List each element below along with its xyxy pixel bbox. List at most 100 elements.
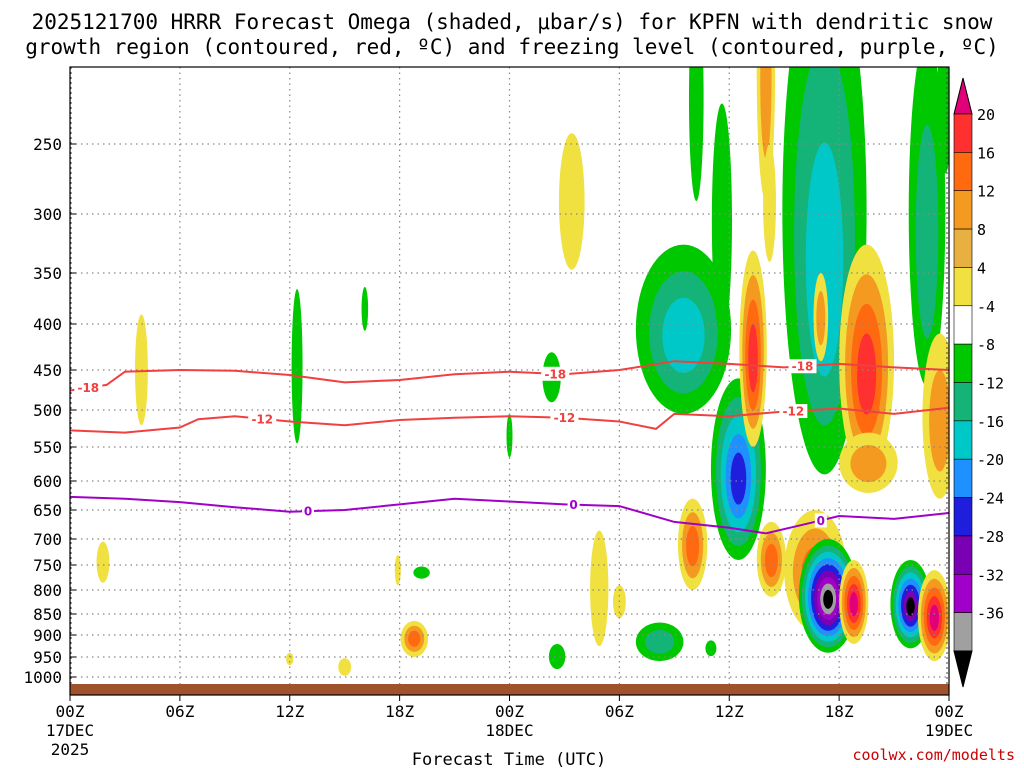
contour-label-t_minus12: -12 (783, 405, 805, 419)
omega-level-4 (929, 604, 940, 631)
omega-level-2 (662, 297, 705, 373)
omega-feature-36 (922, 333, 949, 499)
omega-level-1 (929, 369, 949, 472)
colorbar-swatch-12 (953, 535, 973, 575)
omega-level-0 (394, 554, 401, 586)
x-tick-year-0: 2025 (51, 740, 90, 759)
omega-feature-1 (96, 541, 110, 583)
contour-label-bg (567, 497, 580, 512)
contour-label-t_minus12: -12 (554, 411, 576, 425)
omega-level-0 (705, 640, 717, 657)
omega-feature-4 (286, 652, 294, 666)
omega-level-1 (816, 291, 826, 346)
omega-feature-32 (839, 559, 869, 644)
colorbar-swatch-13 (953, 573, 973, 613)
x-tick-label-6: 12Z (715, 702, 744, 721)
colorbar-label-12: -32 (977, 566, 1004, 584)
y-tick-label-900: 900 (33, 626, 62, 645)
omega-level-0 (413, 566, 430, 579)
omega-feature-0 (135, 314, 148, 426)
omega-level-3 (748, 323, 758, 393)
x-tick-label-3: 18Z (385, 702, 414, 721)
colorbar-swatch-14 (953, 612, 973, 652)
colorbar-swatch-8 (953, 382, 973, 422)
contour-t_minus18: -18 -18 -18 (70, 359, 949, 395)
contour-label-t_zero: 0 (569, 498, 577, 512)
colorbar-label-1: 16 (977, 144, 995, 162)
contour-label-t_minus18: -18 (792, 360, 814, 374)
contour-label-bg (302, 504, 315, 519)
contour-label-bg (788, 359, 817, 374)
x-tick-date-4: 18DEC (485, 721, 533, 740)
omega-feature-11 (558, 133, 585, 270)
contour-label-t_minus18: -18 (544, 367, 566, 381)
contour-label-t_minus12: -12 (251, 412, 273, 426)
y-tick-label-800: 800 (33, 581, 62, 600)
omega-feature-6 (400, 620, 429, 657)
x-tick-label-2: 12Z (275, 702, 304, 721)
contour-label-t_minus18: -18 (77, 381, 99, 395)
colorbar-swatch-2 (953, 152, 973, 192)
omega-feature-34 (908, 67, 946, 387)
contour-label-bg (550, 410, 579, 425)
omega-level-0 (711, 103, 732, 339)
omega-level-2 (764, 543, 778, 578)
omega-level-0 (286, 652, 294, 666)
y-tick-label-950: 950 (33, 648, 62, 667)
colorbar-top-triangle (953, 77, 973, 115)
x-axis-label: Forecast Time (UTC) (412, 750, 606, 768)
omega-feature-27 (813, 273, 829, 362)
omega-level-4 (730, 452, 747, 505)
colorbar-label-13: -36 (977, 605, 1004, 623)
chart-title-line2: growth region (contoured, red, ºC) and f… (25, 35, 999, 59)
colorbar-label-10: -24 (977, 490, 1004, 508)
omega-level-3 (857, 333, 877, 415)
colorbar-label-2: 12 (977, 183, 995, 201)
omega-shading (96, 67, 949, 676)
y-tick-label-450: 450 (33, 361, 62, 380)
colorbar-label-7: -12 (977, 375, 1004, 393)
y-axis-pressure: 250 300 350 400 450 500 550 600 650 700 750 800 850 9… (23, 135, 76, 687)
omega-feature-22 (739, 250, 767, 447)
y-tick-label-1000: 1000 (23, 668, 62, 687)
omega-feature-35 (917, 570, 949, 662)
omega-level-2 (686, 525, 700, 567)
colorbar-swatch-6 (953, 305, 973, 345)
omega-feature-7 (413, 566, 430, 579)
omega-level-2 (408, 630, 421, 647)
colorbar-swatch-9 (953, 420, 973, 460)
y-tick-label-600: 600 (33, 472, 62, 491)
x-tick-label-7: 18Z (825, 702, 854, 721)
omega-feature-18 (688, 67, 704, 201)
colorbar-swatch-7 (953, 343, 973, 383)
contour-label-bg (248, 411, 277, 426)
omega-level-0 (938, 67, 949, 174)
colorbar-label-9: -20 (977, 451, 1004, 469)
x-tick-date-8: 19DEC (925, 721, 973, 740)
y-tick-label-850: 850 (33, 605, 62, 624)
contour-label-bg (541, 366, 570, 381)
colorbar-legend: 20 16 12 8 4 -4 -8 -12 -16 -20 -24 -28 -32 -36 (953, 77, 1004, 688)
ground-surface-bar (70, 684, 949, 695)
omega-level-8 (823, 589, 834, 609)
omega-level-0 (291, 289, 303, 444)
omega-level-0 (338, 658, 352, 676)
omega-feature-21 (677, 498, 708, 590)
omega-level-1 (760, 67, 772, 159)
x-tick-label-0: 00Z (56, 702, 85, 721)
y-tick-label-750: 750 (33, 556, 62, 575)
omega-level-0 (96, 541, 110, 583)
colorbar-label-0: 20 (977, 106, 995, 124)
omega-level-0 (558, 133, 585, 270)
colorbar-label-3: 8 (977, 221, 986, 239)
y-tick-label-650: 650 (33, 501, 62, 520)
omega-level-0 (763, 144, 776, 262)
omega-level-4 (849, 592, 858, 617)
omega-level-0 (590, 530, 609, 647)
contour-label-t_zero: 0 (817, 514, 825, 528)
colorbar-swatch-11 (953, 497, 973, 537)
colorbar-label-6: -8 (977, 336, 995, 354)
colorbar-label-8: -16 (977, 413, 1004, 431)
omega-level-1 (850, 445, 887, 483)
omega-feature-2 (291, 289, 303, 444)
